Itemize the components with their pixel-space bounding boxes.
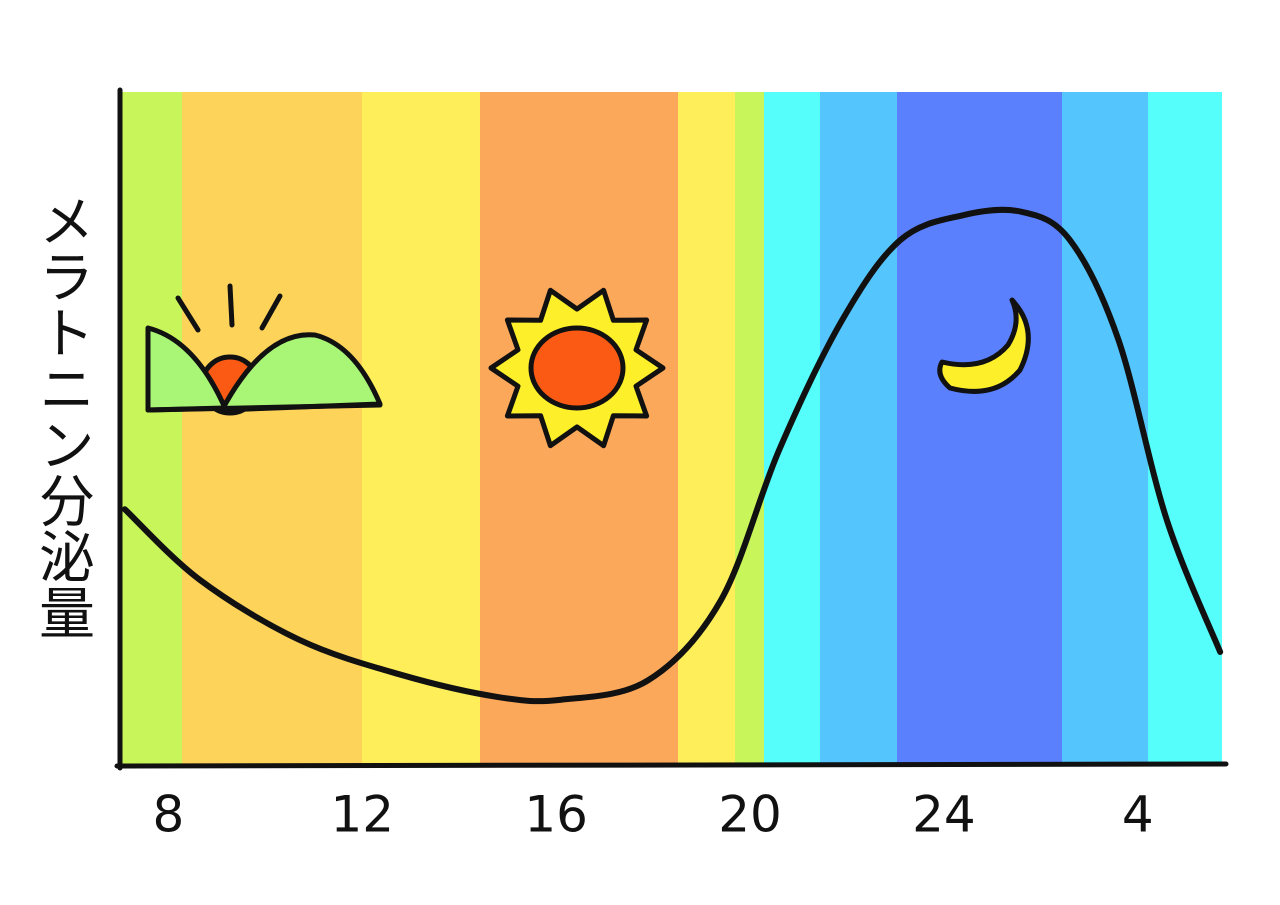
hill (145, 325, 228, 413)
ray (259, 293, 283, 331)
ray (175, 295, 201, 333)
ray (227, 283, 235, 328)
band (897, 92, 1062, 765)
melatonin-curve (121, 206, 1224, 705)
x-axis (114, 761, 1229, 769)
band (120, 92, 182, 765)
x-tick-label: 24 (912, 786, 976, 844)
ground (145, 402, 383, 413)
y-axis-label: メラトニン分泌量 (30, 192, 95, 640)
band (182, 92, 362, 765)
band (735, 92, 764, 765)
band (764, 92, 820, 765)
band (820, 92, 897, 765)
moon-icon (937, 297, 1031, 394)
band (1148, 92, 1222, 765)
time-bands (120, 92, 1222, 765)
band (1062, 92, 1148, 765)
x-tick-label: 4 (1122, 786, 1154, 844)
sun-icon (488, 287, 666, 449)
sun (528, 325, 626, 411)
hill (219, 332, 383, 413)
x-tick-label: 16 (524, 786, 588, 844)
x-tick-label: 8 (153, 786, 185, 844)
x-tick-label: 12 (331, 786, 395, 844)
band (678, 92, 735, 765)
sunrise-icon (145, 283, 383, 416)
band (362, 92, 480, 765)
plot (121, 206, 1224, 705)
x-tick-label: 20 (718, 786, 782, 844)
